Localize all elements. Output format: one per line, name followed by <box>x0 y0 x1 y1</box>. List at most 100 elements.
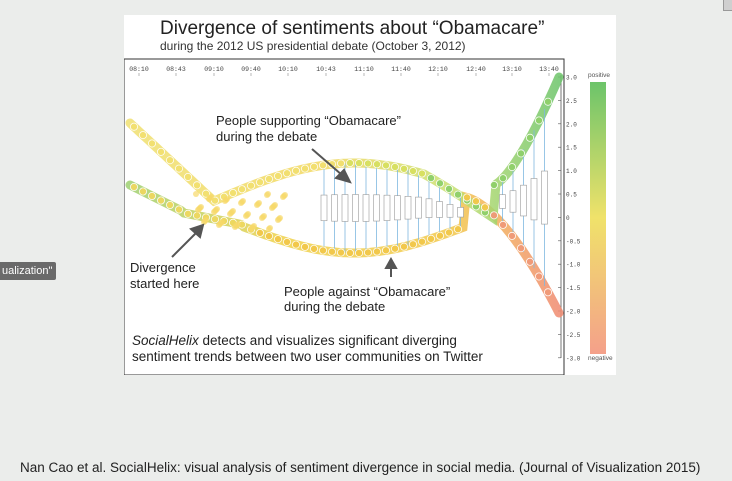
support-node <box>372 160 381 169</box>
divergence-cluster-dot <box>216 222 222 228</box>
divergence-cluster-dot <box>193 191 199 197</box>
support-node <box>273 171 282 180</box>
support-node <box>453 190 462 199</box>
support-node <box>175 164 184 173</box>
against-node <box>282 237 291 246</box>
support-node <box>147 139 156 148</box>
against-node <box>345 248 354 257</box>
against-node <box>193 211 202 220</box>
divergence-cluster-dot <box>280 194 286 200</box>
connector-box <box>394 195 401 221</box>
side-tab[interactable]: ualization" <box>0 262 57 280</box>
divergence-cluster-dot <box>201 219 207 225</box>
divergence-cluster-dot <box>243 213 249 219</box>
description-emphasis: SocialHelix <box>132 333 200 348</box>
support-node <box>291 166 300 175</box>
against-node <box>336 248 345 257</box>
support-node <box>130 122 138 131</box>
support-node <box>354 159 363 168</box>
against-node <box>166 200 175 209</box>
annotation-diverge-line2: started here <box>130 276 199 291</box>
support-node <box>498 174 507 183</box>
figure-title: Divergence of sentiments about “Obamacar… <box>160 18 544 39</box>
time-tick-label: 11:10 <box>354 66 374 73</box>
support-node <box>138 131 147 140</box>
scale-tick-label: 0.5 <box>566 192 577 199</box>
against-node <box>381 246 390 255</box>
connector-box <box>415 196 422 219</box>
scale-tick-label: 3.0 <box>566 75 577 82</box>
scale-tick-label: 0 <box>566 215 570 222</box>
time-tick-label: 11:40 <box>391 66 411 73</box>
against-node <box>327 247 336 256</box>
arrow-diverge <box>171 232 197 258</box>
scale-tick-label: 2.5 <box>566 98 577 105</box>
connector-box <box>362 194 370 222</box>
against-node <box>175 205 184 214</box>
divergence-cluster-dot <box>266 226 272 232</box>
time-tick-label: 13:40 <box>539 66 559 73</box>
support-node <box>157 147 166 156</box>
against-node <box>211 215 220 224</box>
annotation-against-line2: during the debate <box>284 299 385 314</box>
arrow-diverge-head <box>189 223 205 239</box>
support-node <box>426 174 435 183</box>
against-node <box>480 203 489 212</box>
annotation-against-line1: People against “Obamacare” <box>284 284 450 299</box>
divergence-cluster-dot <box>206 196 212 202</box>
support-node <box>309 162 318 171</box>
scale-tick-label: -1.0 <box>566 262 581 269</box>
support-node <box>229 188 238 197</box>
against-node <box>273 235 282 244</box>
window-corner-icon <box>723 0 732 11</box>
connector-box <box>352 194 359 222</box>
scale-tick-label: -2.0 <box>566 309 581 316</box>
against-node <box>354 248 363 257</box>
connector-box <box>509 190 517 213</box>
against-node <box>399 242 408 251</box>
support-node <box>516 149 525 158</box>
support-node <box>166 156 175 165</box>
support-node <box>255 178 264 187</box>
against-node <box>444 228 453 237</box>
support-node <box>193 181 202 190</box>
time-tick-label: 10:43 <box>316 66 336 73</box>
annotation-arrows <box>171 148 398 277</box>
against-node <box>309 244 318 253</box>
divergence-cluster-dot <box>195 207 201 213</box>
connector-box <box>457 207 464 218</box>
support-node <box>264 175 273 184</box>
time-tick-label: 08:43 <box>166 66 186 73</box>
support-node <box>534 116 543 125</box>
support-node <box>390 162 399 171</box>
support-node <box>417 169 426 178</box>
citation-caption: Nan Cao et al. SocialHelix: visual analy… <box>20 460 701 475</box>
against-node <box>507 231 516 240</box>
annotation-support-line2: during the debate <box>216 129 317 144</box>
support-node <box>345 159 354 168</box>
against-node <box>453 225 462 234</box>
time-axis: 08:10 08:43 09:10 09:40 10:10 10:43 11:10 11:40… <box>129 66 559 76</box>
against-node <box>130 182 138 191</box>
connector-box <box>320 194 328 222</box>
against-node <box>471 197 480 206</box>
annotation-support-line1: People supporting “Obamacare” <box>216 113 401 128</box>
against-node <box>543 288 552 297</box>
against-node <box>516 244 525 253</box>
against-node <box>264 232 273 241</box>
sentiment-helix-figure: Divergence of sentiments about “Obamacar… <box>123 18 613 376</box>
legend-positive-label: positive <box>588 72 610 79</box>
scale-tick-label: -3.0 <box>566 355 581 362</box>
connector-box <box>331 194 338 222</box>
figure-subtitle: during the 2012 US presidential debate (… <box>160 39 466 53</box>
support-node <box>444 184 453 193</box>
arrow-support <box>311 148 343 176</box>
support-node <box>300 164 309 173</box>
connector-box <box>541 170 548 225</box>
time-tick-label: 12:40 <box>466 66 486 73</box>
support-node <box>238 185 247 194</box>
sentiment-legend-bar <box>590 82 606 354</box>
divergence-cluster-dot <box>254 202 260 208</box>
scale-tick-label: 1.5 <box>566 145 577 152</box>
